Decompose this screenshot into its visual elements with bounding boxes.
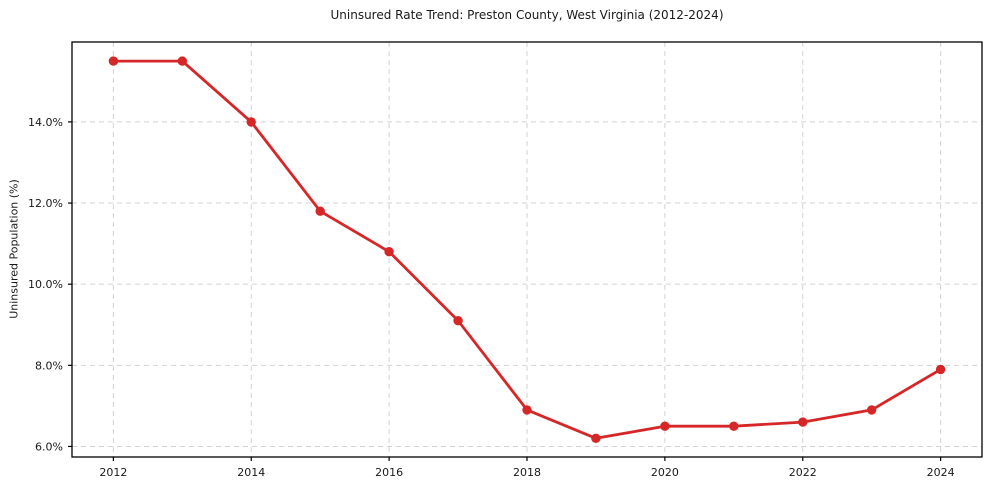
data-point-marker bbox=[522, 405, 532, 415]
data-point-marker bbox=[798, 417, 808, 427]
data-point-marker bbox=[384, 247, 394, 257]
x-tick-label: 2018 bbox=[513, 466, 541, 479]
data-point-marker bbox=[591, 433, 601, 443]
plot-border bbox=[71, 41, 983, 458]
y-tick-label: 6.0% bbox=[35, 440, 63, 453]
y-tick-label: 14.0% bbox=[28, 116, 63, 129]
data-point-marker bbox=[935, 364, 946, 375]
x-tick-label: 2016 bbox=[375, 466, 403, 479]
data-point-marker bbox=[729, 421, 739, 431]
data-point-marker bbox=[108, 56, 119, 66]
x-tick-label: 2014 bbox=[237, 466, 265, 479]
data-point-marker bbox=[315, 206, 325, 216]
y-tick-label: 12.0% bbox=[28, 197, 63, 210]
data-point-marker bbox=[867, 405, 877, 415]
y-tick-label: 8.0% bbox=[35, 359, 63, 372]
data-point-marker bbox=[453, 316, 463, 326]
x-tick-label: 2024 bbox=[927, 466, 955, 479]
y-tick-label: 10.0% bbox=[28, 278, 63, 291]
x-tick-label: 2022 bbox=[789, 466, 817, 479]
data-point-marker bbox=[246, 117, 256, 127]
data-point-marker bbox=[660, 421, 670, 431]
data-point-marker bbox=[177, 56, 187, 66]
x-tick-label: 2020 bbox=[651, 466, 679, 479]
x-tick-label: 2012 bbox=[99, 466, 127, 479]
chart-title: Uninsured Rate Trend: Preston County, We… bbox=[330, 8, 724, 22]
